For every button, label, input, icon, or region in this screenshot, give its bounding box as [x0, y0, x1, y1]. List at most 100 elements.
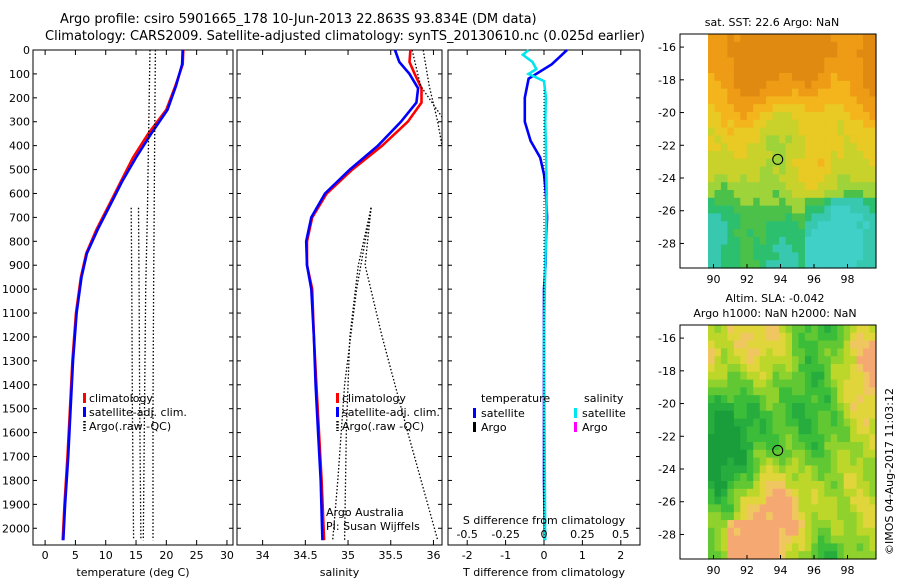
sla_map-cell [869, 403, 877, 412]
sla_map-cell [746, 371, 754, 381]
sst_map-cell [772, 57, 780, 66]
sla_map-cell [753, 332, 761, 342]
sst_map-cell [753, 34, 761, 43]
sst_map-cell [850, 119, 858, 129]
sla_map-cell [766, 504, 774, 513]
sst_map-cell [811, 252, 819, 261]
sst_map-cell [727, 73, 735, 82]
sla_map-cell [792, 543, 800, 552]
sst_map-cell [733, 151, 741, 160]
sla_map-cell [708, 395, 716, 404]
sla_map-cell [766, 364, 774, 373]
difference-legend-title-salinity: salinity [584, 392, 624, 405]
sla_map-cell [863, 527, 871, 537]
sla_map-cell [792, 488, 800, 498]
sla_map-cell [727, 551, 735, 560]
sla_map-cell [759, 348, 767, 357]
sla_map-cell [856, 356, 864, 365]
sla_map-cell [792, 434, 800, 443]
sla_map-cell [843, 348, 851, 357]
sla_map-cell [811, 481, 819, 490]
sla_map-cell [779, 332, 787, 342]
sst_map-cell [850, 236, 858, 246]
sst_map-cell [830, 112, 838, 121]
sla_map-cell [759, 543, 767, 552]
sla_map-cell [856, 512, 864, 521]
sst_map-cell [779, 244, 787, 253]
sst_map-cell [863, 236, 871, 246]
sst_map-cell [856, 221, 864, 230]
sla_map-cell [850, 364, 858, 373]
sla_map-cell [785, 449, 793, 459]
salinity-legend-swatch [336, 393, 339, 403]
sla_map-cell [746, 473, 754, 482]
sla_map-cell [772, 364, 780, 373]
sla_map-ytick-label: -20 [658, 398, 676, 411]
sst_map-cell [792, 197, 800, 207]
sst_map-cell [798, 213, 806, 222]
sst_map-cell [798, 73, 806, 82]
sla_map-cell [830, 551, 838, 560]
sla_map-cell [863, 403, 871, 412]
sla_map-cell [733, 364, 741, 373]
sst_map-cell [766, 158, 774, 168]
sla_map-xtick-label: 96 [807, 564, 821, 577]
sla_map-cell [785, 364, 793, 373]
sla_map-cell [779, 371, 787, 381]
sst_map-cell [869, 112, 877, 121]
sst_map-cell [759, 41, 767, 51]
sla_map-cell [772, 449, 780, 459]
sst_map-cell [843, 197, 851, 207]
sst_map-cell [792, 57, 800, 66]
sla_map-cell [792, 481, 800, 490]
sla_map-cell [817, 543, 825, 552]
sla_map-cell [759, 551, 767, 560]
sla_map-cell [766, 418, 774, 427]
sla_map-cell [792, 449, 800, 459]
sla_map-cell [733, 325, 741, 334]
sst_map-cell [720, 80, 728, 90]
sla_map-cell [843, 543, 851, 552]
sst_map-cell [856, 205, 864, 214]
sst_map-cell [811, 197, 819, 207]
sla_map-cell [792, 325, 800, 334]
sst_map-cell [746, 197, 754, 207]
sla_map-cell [720, 488, 728, 498]
depth-tick-label: 1200 [2, 331, 30, 344]
sla_map-cell [817, 496, 825, 505]
sst_map-cell [869, 166, 877, 175]
salinity-annotation: Argo Australia [326, 506, 404, 519]
sla_map-ytick-label: -26 [658, 496, 676, 509]
sla_map-cell [850, 395, 858, 404]
sst_map-cell [753, 143, 761, 152]
sla_map-cell [850, 551, 858, 560]
sla_map-cell [856, 325, 864, 334]
sla_map-cell [720, 340, 728, 349]
sst_map-cell [798, 166, 806, 175]
sst_map-cell [759, 119, 767, 129]
sla_map-cell [766, 332, 774, 342]
sst_map-cell [792, 112, 800, 121]
sst_map-cell [785, 73, 793, 82]
sla_map-cell [772, 348, 780, 357]
sst_map-cell [753, 182, 761, 191]
sla_map-cell [863, 535, 871, 544]
sla_map-cell [837, 527, 845, 537]
sst_map-cell [753, 57, 761, 66]
sst_map-cell [869, 80, 877, 90]
sst_map-cell [708, 213, 716, 222]
sst_map-cell [753, 65, 761, 74]
sla_map-cell [824, 387, 832, 396]
sla_map-cell [733, 496, 741, 505]
sst_map-cell [740, 229, 748, 238]
sst_map-cell [850, 127, 858, 136]
sst_map-cell [753, 135, 761, 144]
temperature-axes-frame [32, 49, 234, 546]
sla_map-cell [830, 356, 838, 365]
sst_map-cell [837, 205, 845, 214]
sst_map-cell [863, 158, 871, 168]
sla_map-cell [772, 340, 780, 349]
sst_map-cell [830, 182, 838, 191]
sst_map-cell [863, 213, 871, 222]
sst_map-cell [772, 190, 780, 199]
